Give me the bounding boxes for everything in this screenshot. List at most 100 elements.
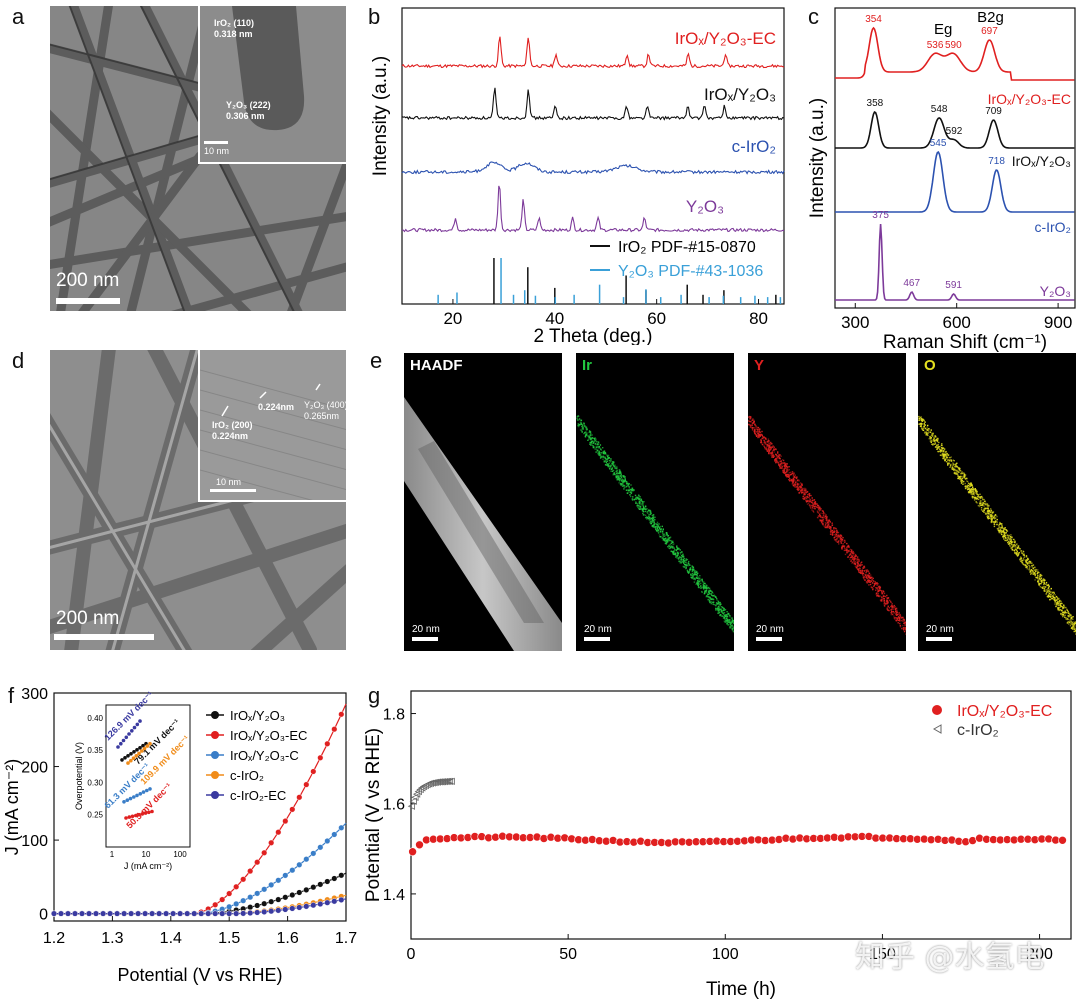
mapY-dot bbox=[877, 590, 879, 593]
mapIr-dot bbox=[650, 520, 653, 523]
mapIr-dot bbox=[662, 531, 664, 533]
mapY-dot bbox=[851, 550, 853, 552]
mapY-dot bbox=[877, 595, 880, 597]
mapO-dot bbox=[1008, 539, 1011, 541]
mapO-dot bbox=[971, 492, 973, 494]
mapY-dot bbox=[903, 629, 905, 632]
lsv-point-2 bbox=[254, 890, 261, 897]
x-tick-label-c-2: 900 bbox=[1044, 313, 1072, 332]
mapIr-dot bbox=[678, 548, 680, 550]
mapY-dot bbox=[833, 527, 835, 529]
mapIr-dot bbox=[713, 598, 715, 601]
mapO-dot bbox=[1064, 612, 1067, 614]
mapIr-dot bbox=[632, 489, 634, 491]
mapO-dot bbox=[983, 511, 985, 513]
mapY-dot bbox=[869, 577, 872, 579]
mapIr-dot bbox=[697, 581, 699, 583]
lsv-point-4 bbox=[198, 910, 205, 917]
mapY-dot bbox=[817, 507, 819, 509]
mapO-dot bbox=[1000, 530, 1002, 532]
tafel-point-2 bbox=[129, 758, 133, 763]
mapO-dot bbox=[946, 454, 948, 456]
lsv-point-0 bbox=[338, 872, 345, 879]
mapO-dot bbox=[1013, 538, 1015, 541]
mapIr-dot bbox=[708, 596, 710, 598]
mapO-dot bbox=[1016, 554, 1018, 556]
mapIr-dot bbox=[719, 614, 721, 616]
mapIr-dot bbox=[693, 581, 696, 583]
mapIr-dot bbox=[709, 590, 711, 592]
mapY-dot bbox=[823, 514, 825, 517]
lsv-point-4 bbox=[247, 909, 254, 916]
mapO-dot bbox=[1075, 630, 1076, 632]
mapO-dot bbox=[990, 511, 992, 513]
mapO-dot bbox=[974, 497, 976, 499]
mapIr-dot bbox=[707, 587, 709, 590]
lsv-point-1 bbox=[212, 901, 219, 908]
map-label-ir: Ir bbox=[582, 357, 593, 374]
mapY-dot bbox=[859, 570, 862, 573]
mapY-dot bbox=[868, 584, 870, 586]
mapO-dot bbox=[1046, 589, 1048, 591]
mapIr-dot bbox=[683, 560, 685, 562]
mapY-dot bbox=[862, 567, 864, 569]
mapY-dot bbox=[820, 516, 822, 519]
mapO-dot bbox=[1054, 601, 1056, 603]
ir-signal bbox=[576, 415, 734, 634]
mapO-dot bbox=[991, 519, 993, 521]
mapIr-dot bbox=[690, 576, 692, 578]
mapO-dot bbox=[979, 498, 981, 500]
mapO-dot bbox=[998, 531, 1000, 533]
mapO-dot bbox=[963, 472, 965, 474]
mapO-dot bbox=[962, 483, 965, 485]
mapIr-dot bbox=[701, 580, 704, 582]
mapY-dot bbox=[775, 460, 777, 462]
mapO-dot bbox=[959, 469, 961, 472]
mapO-dot bbox=[969, 485, 971, 488]
mapO-dot bbox=[991, 510, 993, 513]
mapO-dot bbox=[1028, 560, 1030, 563]
mapO-dot bbox=[957, 474, 959, 476]
mapIr-dot bbox=[673, 547, 675, 549]
mapO-dot bbox=[1010, 539, 1012, 542]
mapO-dot bbox=[943, 450, 945, 452]
mapIr-dot bbox=[652, 517, 654, 519]
mapY-dot bbox=[887, 605, 889, 607]
mapY-dot bbox=[776, 456, 779, 458]
mapO-dot bbox=[932, 443, 934, 445]
mapY-dot bbox=[800, 487, 802, 489]
mapY-dot bbox=[857, 568, 859, 571]
mapIr-dot bbox=[585, 431, 587, 433]
mapO-dot bbox=[1072, 625, 1074, 628]
mapO-dot bbox=[1022, 557, 1025, 559]
mapIr-dot bbox=[708, 596, 710, 599]
mapY-dot bbox=[832, 531, 834, 533]
mapO-dot bbox=[1035, 576, 1037, 579]
mapY-dot bbox=[863, 575, 865, 578]
mapIr-dot bbox=[707, 599, 709, 601]
mapIr-dot bbox=[612, 469, 614, 472]
mapO-dot bbox=[927, 424, 929, 427]
mapO-dot bbox=[1022, 551, 1025, 553]
mapO-dot bbox=[920, 424, 922, 427]
mapY-dot bbox=[858, 565, 860, 567]
mapIr-dot bbox=[596, 443, 599, 445]
lsv-point-1 bbox=[254, 859, 261, 866]
mapY-dot bbox=[750, 416, 752, 418]
mapY-dot bbox=[835, 534, 838, 536]
mapO-dot bbox=[993, 515, 996, 517]
mapY-dot bbox=[872, 577, 874, 580]
mapO-dot bbox=[941, 443, 943, 445]
mapY-dot bbox=[839, 534, 841, 536]
scale-label-d: 200 nm bbox=[56, 608, 120, 629]
mapY-dot bbox=[835, 527, 837, 530]
mapIr-dot bbox=[704, 585, 706, 587]
mapY-dot bbox=[803, 497, 806, 500]
mapY-dot bbox=[905, 629, 906, 631]
mapIr-dot bbox=[717, 605, 720, 608]
mapO-dot bbox=[1063, 605, 1066, 607]
mapO-dot bbox=[1014, 548, 1017, 550]
mapY-dot bbox=[833, 539, 836, 541]
mapY-dot bbox=[866, 570, 868, 573]
mapIr-dot bbox=[610, 461, 612, 463]
